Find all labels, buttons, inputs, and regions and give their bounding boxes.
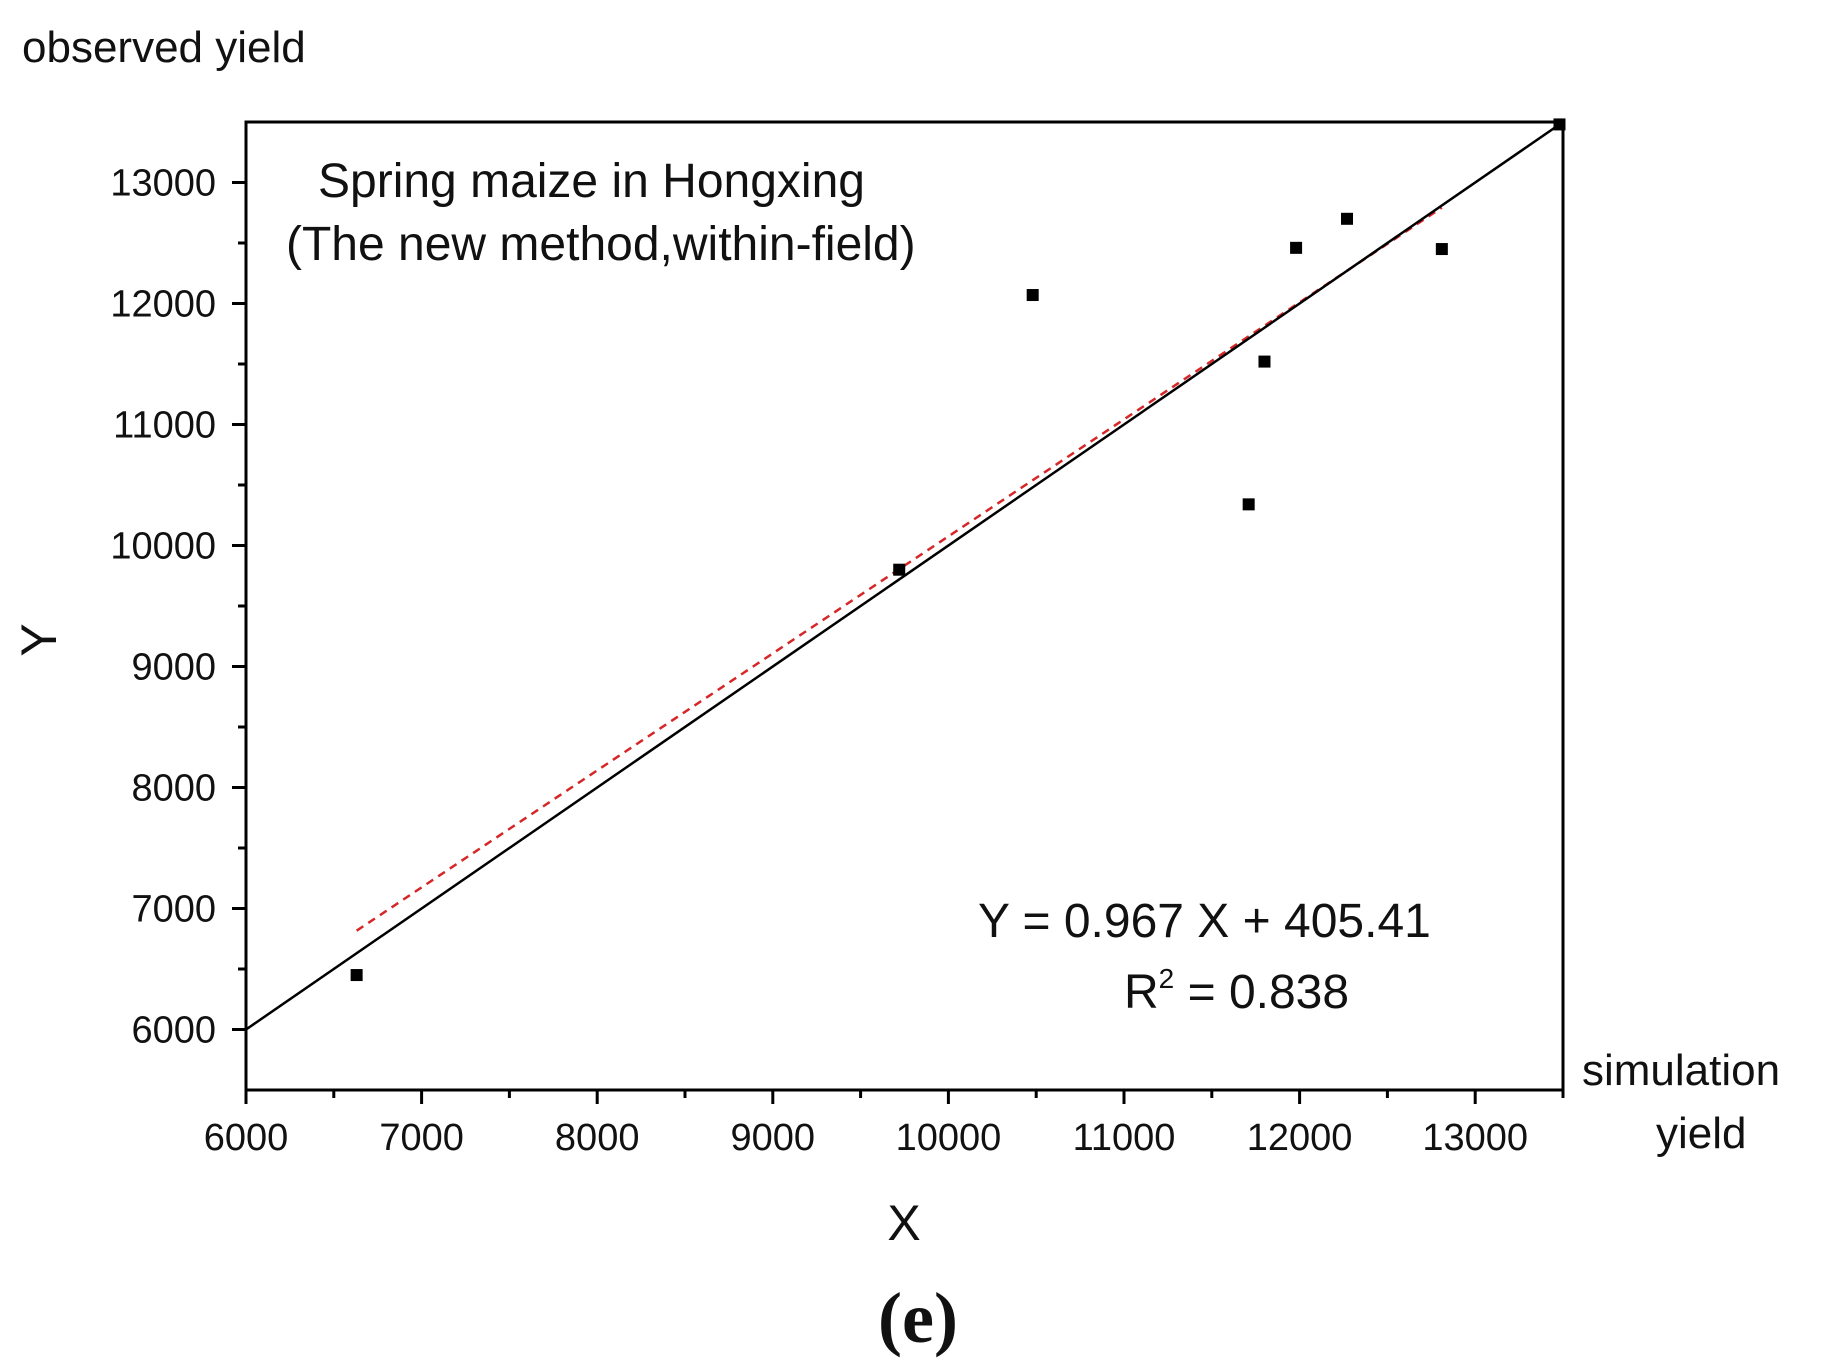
x-axis-label: X (887, 1195, 920, 1251)
plot-frame (244, 120, 1565, 1092)
x-tick-label: 13000 (1422, 1117, 1528, 1159)
x-axis-right-label-line-1: simulation (1582, 1046, 1780, 1095)
data-point (1258, 355, 1271, 368)
y-tick-label: 7000 (131, 889, 216, 931)
r-squared: R2 = 0.838 (1124, 963, 1349, 1019)
x-tick-label: 8000 (555, 1117, 640, 1159)
regression-equation: Y = 0.967 X + 405.41 (978, 895, 1431, 948)
fit-line (355, 206, 1443, 932)
data-point (1341, 212, 1354, 225)
x-tick-label: 11000 (1073, 1117, 1176, 1159)
data-point (350, 969, 363, 982)
data-point (1435, 243, 1448, 256)
reference-line (245, 120, 1564, 1031)
r-squared-superscript: 2 (1159, 963, 1175, 994)
x-tick-label: 9000 (731, 1117, 816, 1159)
y-tick-label: 13000 (110, 163, 216, 205)
panel-label: (e) (878, 1278, 958, 1358)
data-point (1026, 289, 1039, 302)
y-tick-label: 11000 (113, 405, 216, 447)
annotation-line-2: (The new method,within-field) (286, 218, 916, 271)
y-tick-label: 8000 (131, 768, 216, 810)
data-point (1553, 118, 1566, 131)
x-axis-right-label-line-2: yield (1656, 1109, 1747, 1158)
data-point (1290, 241, 1303, 254)
x-tick-label: 12000 (1247, 1117, 1353, 1159)
data-point (893, 563, 906, 576)
y-tick-label: 12000 (110, 284, 216, 326)
y-tick-label: 6000 (131, 1010, 216, 1052)
x-tick-label: 7000 (379, 1117, 464, 1159)
data-point (1242, 498, 1255, 511)
y-tick-label: 9000 (131, 647, 216, 689)
y-tick-label: 10000 (110, 526, 216, 568)
y-axis-label: Y (11, 623, 67, 656)
y-axis-top-label: observed yield (22, 23, 306, 72)
x-tick-label: 10000 (896, 1117, 1002, 1159)
annotation-line-1: Spring maize in Hongxing (318, 155, 865, 208)
x-tick-label: 6000 (204, 1117, 289, 1159)
